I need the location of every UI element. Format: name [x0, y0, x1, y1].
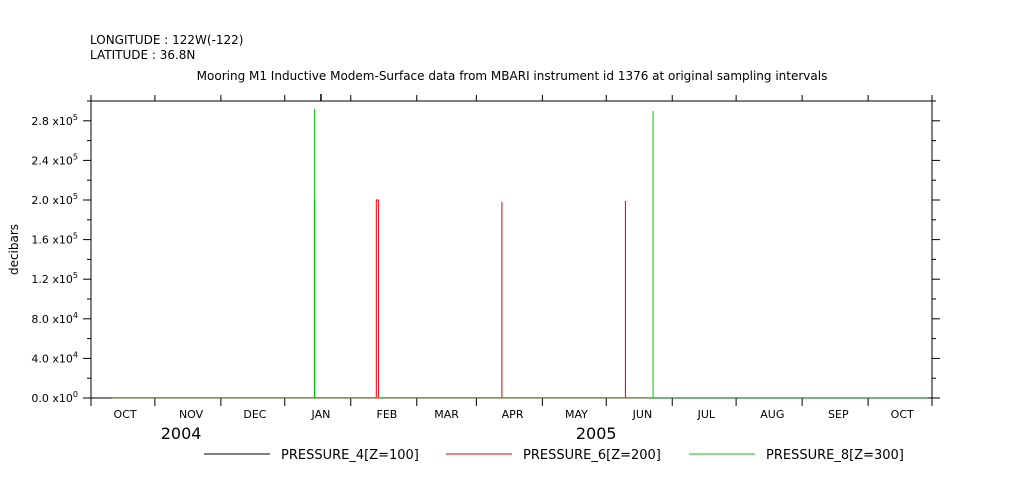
x-year-label: 2005 — [576, 424, 617, 443]
legend-label: PRESSURE_4[Z=100] — [281, 448, 419, 463]
y-tick-label: 2.4 x105 — [31, 152, 78, 167]
x-month-label: JAN — [311, 408, 331, 421]
y-axis-label: decibars — [7, 224, 21, 275]
x-month-label: MAR — [434, 408, 459, 421]
y-tick-label: 0.0 x100 — [31, 390, 78, 405]
x-month-label: NOV — [179, 408, 204, 421]
series-line-2 — [112, 199, 649, 399]
x-month-label: DEC — [243, 408, 266, 421]
x-month-label: APR — [502, 408, 524, 421]
x-month-label: AUG — [760, 408, 784, 421]
y-tick-label: 1.6 x105 — [31, 232, 78, 247]
y-tick-label: 1.2 x105 — [31, 271, 78, 286]
x-year-label: 2004 — [161, 424, 202, 443]
series-line-1 — [112, 200, 932, 399]
x-month-label: OCT — [891, 408, 914, 421]
y-tick-label: 8.0 x104 — [31, 311, 78, 326]
chart-title: Mooring M1 Inductive Modem-Surface data … — [197, 69, 828, 83]
plot-frame — [90, 100, 933, 399]
latitude-label: LATITUDE : 36.8N — [90, 48, 196, 62]
longitude-label: LONGITUDE : 122W(-122) — [90, 33, 244, 47]
legend-label: PRESSURE_8[Z=300] — [766, 448, 904, 463]
x-month-label: JUL — [697, 408, 716, 421]
x-month-label: FEB — [377, 408, 398, 421]
series-line-3 — [112, 108, 928, 399]
y-tick-label: 2.0 x105 — [31, 192, 78, 207]
x-month-label: MAY — [565, 408, 588, 421]
x-month-label: OCT — [114, 408, 137, 421]
legend-label: PRESSURE_6[Z=200] — [523, 448, 661, 463]
x-month-label: JUN — [632, 408, 653, 421]
y-tick-label: 2.8 x105 — [31, 113, 78, 128]
y-tick-label: 4.0 x104 — [31, 350, 78, 365]
x-month-label: SEP — [828, 408, 849, 421]
